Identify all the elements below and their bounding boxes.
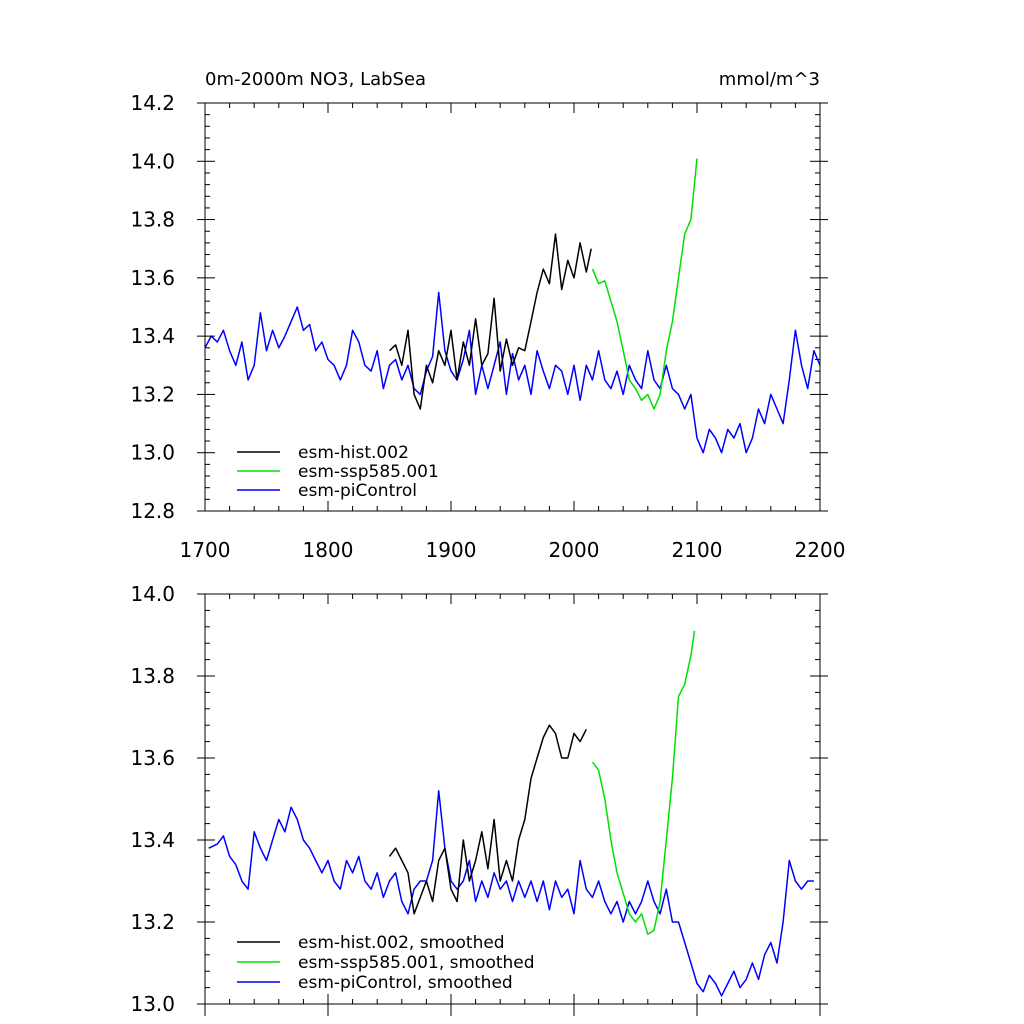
series-line-esm-ssp585-001-smoothed (591, 630, 696, 936)
y-tick-label: 13.6 (130, 266, 175, 290)
series-line-esm-picontrol-smoothed (208, 790, 814, 997)
y-tick-label: 12.8 (130, 499, 175, 523)
chart-panel-bottom: 13.0 13.2 13.4 13.6 13.8 14.0 esm-hist.002, s… (130, 582, 828, 1016)
x-tick-label: 1700 (180, 538, 231, 562)
legend-label: esm-piControl, smoothed (298, 973, 513, 993)
y-tick-label: 13.0 (130, 441, 175, 465)
top-ticks: 1700 1800 1900 2000 2100 2200 12.8 13.0 13.2 13.4… (130, 91, 845, 562)
bottom-plot-frame (204, 593, 821, 1005)
top-plot-frame (204, 102, 821, 512)
series-line-esm-ssp585-001 (591, 158, 698, 410)
y-tick-label: 14.2 (130, 91, 175, 115)
legend-label: esm-ssp585.001 (298, 462, 439, 482)
x-tick-label: 1900 (426, 538, 477, 562)
y-tick-label: 14.0 (130, 149, 175, 173)
x-tick-label: 2100 (672, 538, 723, 562)
series-line-esm-hist-002 (388, 233, 592, 410)
series-line-esm-picontrol (204, 291, 821, 454)
y-tick-label: 13.2 (130, 382, 175, 406)
y-tick-label: 13.4 (130, 324, 175, 348)
y-tick-label: 13.4 (130, 828, 175, 852)
bottom-series (208, 630, 814, 997)
y-tick-label: 13.6 (130, 746, 175, 770)
legend-label: esm-ssp585.001, smoothed (298, 953, 535, 973)
y-tick-label: 14.0 (130, 582, 175, 606)
legend-label: esm-hist.002, smoothed (298, 933, 505, 953)
chart-panel-top: 0m-2000m NO3, LabSea mmol/m^3 1700 1800 19… (130, 69, 845, 562)
y-tick-label: 13.8 (130, 664, 175, 688)
x-tick-label: 1800 (303, 538, 354, 562)
top-series (204, 158, 821, 454)
series-line-esm-hist-002-smoothed (388, 724, 587, 915)
y-tick-label: 13.8 (130, 208, 175, 232)
chart-units: mmol/m^3 (719, 69, 820, 90)
y-tick-label: 13.2 (130, 910, 175, 934)
legend-label: esm-piControl (298, 481, 417, 501)
x-tick-label: 2000 (549, 538, 600, 562)
chart-title: 0m-2000m NO3, LabSea (205, 69, 426, 90)
x-tick-label: 2200 (795, 538, 846, 562)
legend-label: esm-hist.002 (298, 443, 409, 463)
y-tick-label: 13.0 (130, 992, 175, 1016)
